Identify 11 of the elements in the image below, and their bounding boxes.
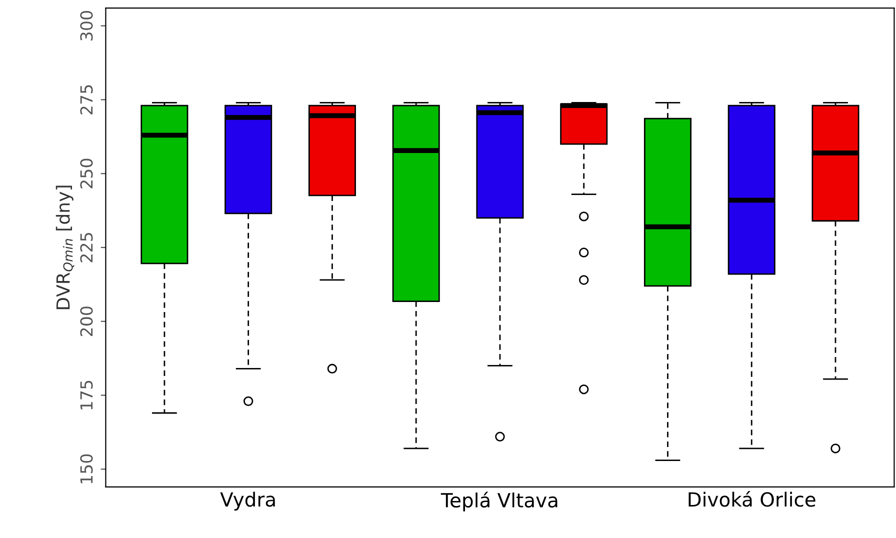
y-tick-label: 275 [80,85,93,114]
y-tick-label: 225 [80,233,93,262]
y-axis-title: DVR$_{Qmin}$ [dny] [56,186,74,310]
y-tick-label: 175 [80,380,93,410]
x-tick-label: Teplá Vltava [440,492,558,512]
x-tick-label: Vydra [220,492,275,511]
x-tick-label: Divoká Orlice [688,490,816,507]
y-tick-label: 200 [80,306,93,336]
y-tick-label: 250 [80,158,93,188]
y-tick-label: 150 [80,454,93,484]
y-tick-label: 300 [80,11,93,40]
